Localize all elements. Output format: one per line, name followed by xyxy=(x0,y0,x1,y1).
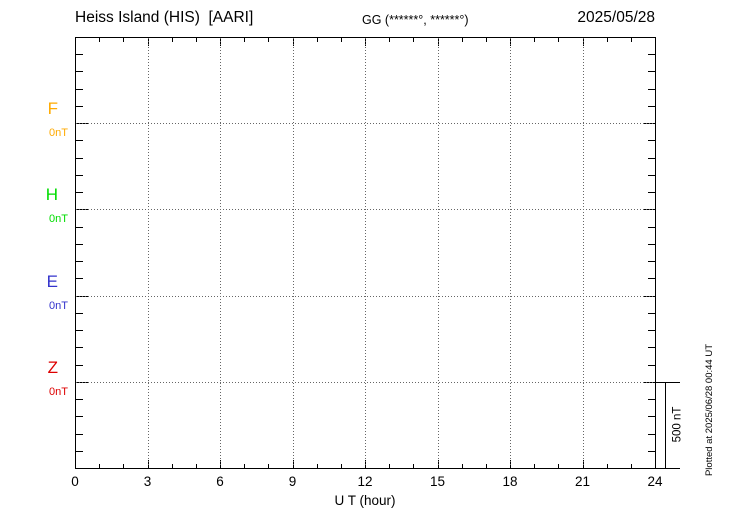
x-tick-label-24: 24 xyxy=(647,474,663,489)
plotted-at-note: Plotted at 2025/06/28 00:44 UT xyxy=(704,343,715,477)
station-title: Heiss Island (HIS) [AARI] xyxy=(75,9,254,26)
x-tick-label-9: 9 xyxy=(288,474,297,489)
component-baseline-value-H: 0nT xyxy=(49,213,68,226)
component-label-H: H xyxy=(45,185,58,205)
scale-bar-label: 500 nT xyxy=(671,406,684,443)
x-tick-label-12: 12 xyxy=(357,474,373,489)
component-baseline-value-E: 0nT xyxy=(49,299,68,312)
x-axis-title: U T (hour) xyxy=(334,493,396,508)
component-baseline-value-Z: 0nT xyxy=(49,385,68,398)
x-tick-label-21: 21 xyxy=(574,474,591,489)
x-tick-label-0: 0 xyxy=(71,474,79,489)
component-label-Z: Z xyxy=(47,357,58,377)
component-label-E: E xyxy=(46,271,58,291)
component-label-F: F xyxy=(47,99,58,119)
component-baseline-value-F: 0nT xyxy=(49,127,68,140)
x-tick-label-15: 15 xyxy=(429,474,446,489)
x-tick-label-18: 18 xyxy=(502,474,518,489)
x-tick-label-3: 3 xyxy=(143,474,152,489)
x-tick-label-6: 6 xyxy=(216,474,224,489)
plot-date: 2025/05/28 xyxy=(577,9,655,26)
plot-border xyxy=(75,37,656,469)
gg-coordinates: GG (******°, ******°) xyxy=(362,13,469,27)
